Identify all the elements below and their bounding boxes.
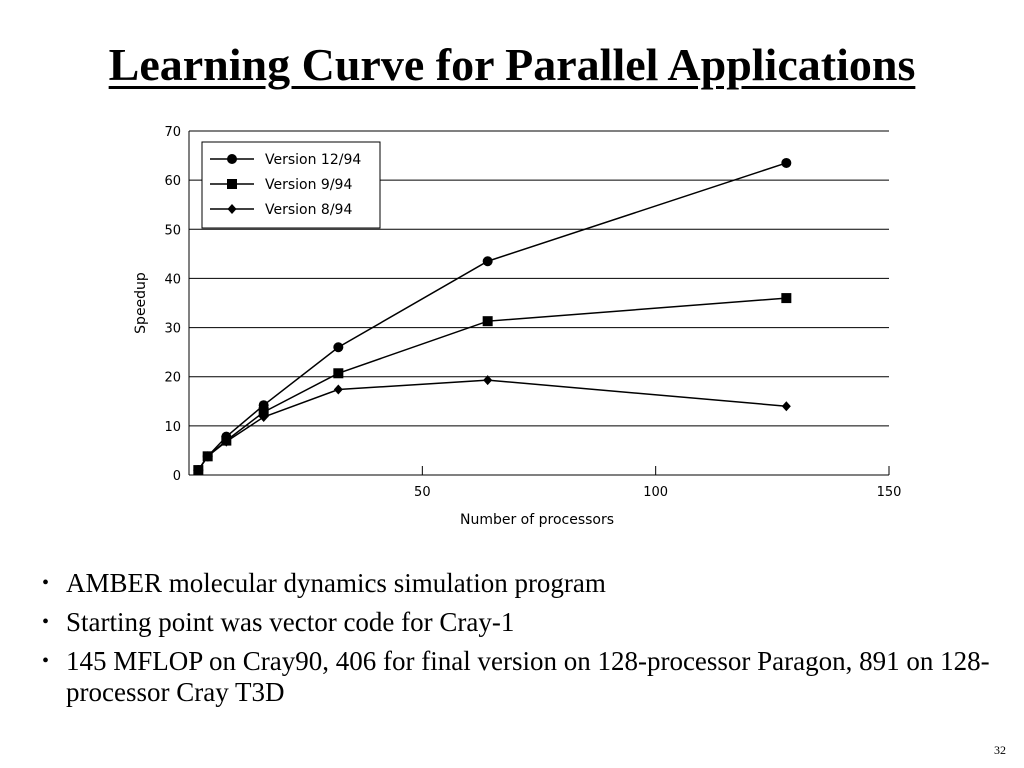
data-point-square [781,293,792,304]
series-lines [193,157,792,476]
y-axis-label: Speedup [133,272,149,334]
data-point-diamond [193,465,203,476]
x-tick-label: 100 [643,485,668,500]
bullet-item: Starting point was vector code for Cray-… [42,607,992,638]
bullet-item: 145 MFLOP on Cray90, 406 for final versi… [42,646,992,708]
axes: 0 10 20 30 40 50 60 70 50 100 150 [164,125,901,500]
data-point-diamond [221,436,231,447]
series-square [193,293,792,476]
legend-marker-diamond [227,204,237,214]
data-point-square [333,368,344,379]
data-point-circle [781,157,792,168]
data-point-diamond [781,401,791,412]
data-point-circle [333,342,344,353]
data-point-circle [482,256,493,267]
legend-marker-square [227,179,237,189]
y-tick-label: 20 [164,371,181,386]
legend: Version 12/94 Version 9/94 Version 8/94 [201,141,381,229]
data-point-diamond [259,412,269,423]
legend-label: Version 12/94 [265,152,361,168]
y-tick-label: 60 [164,174,181,189]
data-point-diamond [333,384,343,395]
data-point-diamond [483,375,493,386]
y-tick-label: 40 [164,272,181,287]
slide-title: Learning Curve for Parallel Applications [108,39,916,90]
legend-label: Version 9/94 [265,177,352,193]
legend-marker-circle [227,154,237,164]
x-tick-label: 150 [877,485,902,500]
y-tick-label: 70 [164,125,181,140]
legend-label: Version 8/94 [265,202,352,218]
x-tick-label: 50 [414,485,431,500]
series-diamond [193,375,791,476]
bullet-list: AMBER molecular dynamics simulation prog… [42,568,992,716]
x-axis-label: Number of processors [460,512,614,528]
y-tick-label: 50 [164,223,181,238]
y-tick-label: 0 [173,469,181,484]
data-point-square [482,316,493,327]
data-point-diamond [203,451,213,462]
y-tick-label: 10 [164,420,181,435]
bullet-item: AMBER molecular dynamics simulation prog… [42,568,992,599]
series-line [197,379,787,471]
y-tick-label: 30 [164,322,181,337]
page-number: 32 [994,743,1006,757]
